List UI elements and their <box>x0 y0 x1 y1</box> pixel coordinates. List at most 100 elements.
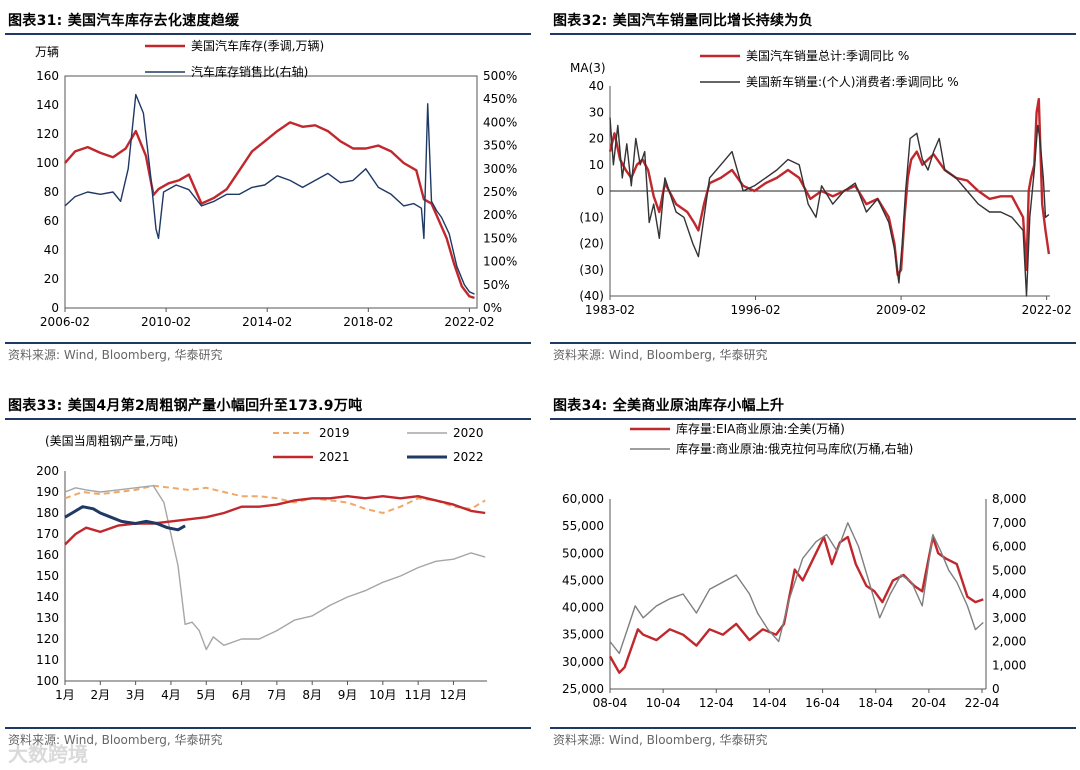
y2-tick-label: 3,000 <box>992 611 1026 625</box>
y-tick-label: 60 <box>44 214 59 228</box>
unit-label: MA(3) <box>570 61 606 75</box>
y-tick-label: (40) <box>579 289 604 303</box>
y2-tick-label: 0% <box>483 301 502 315</box>
chart-crude-oil-inventory: 25,000 30,000 35,000 40,000 45,000 50,000 55,0… <box>562 421 1026 710</box>
y2-tick-label: 4,000 <box>992 587 1026 601</box>
x-tick-label: 2006-02 <box>40 315 90 329</box>
chart-panel-34: 图表34: 全美商业原油库存小幅上升 25,000 30,000 35,000 40,… <box>550 385 1080 765</box>
legend-label: 库存量:EIA商业原油:全美(万桶) <box>676 421 845 436</box>
legend-label: 2020 <box>453 426 484 440</box>
y-tick-label: 25,000 <box>562 682 604 696</box>
y-tick-label: 110 <box>36 653 59 667</box>
y-tick-label: 100 <box>36 156 59 170</box>
x-tick-label: 14-04 <box>752 696 787 710</box>
x-tick-label: 16-04 <box>805 696 840 710</box>
x-tick-label: 18-04 <box>858 696 893 710</box>
source-divider <box>550 342 1076 344</box>
chart-panel-31: 图表31: 美国汽车库存去化速度趋缓 0 20 40 60 80 100 120 140 160… <box>5 0 535 380</box>
y-tick-label: 100 <box>36 674 59 688</box>
y-tick-label: 160 <box>36 548 59 562</box>
x-tick-label: 3月 <box>126 688 146 702</box>
y-tick-label: 45,000 <box>562 573 604 587</box>
series-line-3 <box>64 505 186 532</box>
x-tick-label: 2022-02 <box>444 315 494 329</box>
y-tick-label: 40 <box>589 79 604 93</box>
chart-panel-33: 图表33: 美国4月第2周粗钢产量小幅回升至173.9万吨 100 110 120 1… <box>5 385 535 765</box>
unit-label: 万辆 <box>35 45 59 59</box>
legend-label: 美国新车销量:(个人)消费者:季调同比 % <box>746 74 959 89</box>
y-tick-label: 120 <box>36 632 59 646</box>
x-tick-label: 1月 <box>55 688 75 702</box>
title-divider <box>5 33 531 35</box>
x-tick-label: 2010-02 <box>141 315 191 329</box>
x-tick-label: 22-04 <box>965 696 1000 710</box>
y-tick-label: 160 <box>36 69 59 83</box>
y-tick-label: 60,000 <box>562 492 604 506</box>
x-tick-label: 2014-02 <box>242 315 292 329</box>
y2-tick-label: 350% <box>483 139 517 153</box>
x-tick-label: 2009-02 <box>876 303 926 317</box>
y2-tick-label: 500% <box>483 69 517 83</box>
legend-label: 2019 <box>319 426 350 440</box>
source-note: 资料来源: Wind, Bloomberg, 华泰研究 <box>553 348 768 362</box>
y-tick-label: 170 <box>36 527 59 541</box>
x-tick-label: 12-04 <box>699 696 734 710</box>
y2-tick-label: 2,000 <box>992 635 1026 649</box>
series-line-0 <box>608 535 984 674</box>
x-tick-label: 8月 <box>302 688 322 702</box>
chart-title: 图表32: 美国汽车销量同比增长持续为负 <box>553 13 813 29</box>
y-tick-label: (30) <box>579 263 604 277</box>
y2-tick-label: 100% <box>483 255 517 269</box>
y-tick-label: 140 <box>36 590 59 604</box>
chart-title: 图表31: 美国汽车库存去化速度趋缓 <box>8 13 240 29</box>
x-tick-label: 7月 <box>267 688 287 702</box>
source-divider <box>5 342 531 344</box>
source-divider <box>5 727 531 729</box>
y2-tick-label: 300% <box>483 162 517 176</box>
x-tick-label: 9月 <box>338 688 358 702</box>
x-tick-label: 10月 <box>369 688 396 702</box>
source-note: 资料来源: Wind, Bloomberg, 华泰研究 <box>553 733 768 747</box>
x-tick-label: 20-04 <box>911 696 946 710</box>
source-divider <box>550 727 1076 729</box>
y2-tick-label: 50% <box>483 278 510 292</box>
y2-tick-label: 6,000 <box>992 540 1026 554</box>
y-tick-label: 80 <box>44 185 59 199</box>
x-tick-label: 08-04 <box>593 696 628 710</box>
y2-tick-label: 5,000 <box>992 563 1026 577</box>
y-tick-label: 150 <box>36 569 59 583</box>
y2-tick-label: 0 <box>992 682 1000 696</box>
source-note: 资料来源: Wind, Bloomberg, 华泰研究 <box>8 348 223 362</box>
x-tick-label: 10-04 <box>646 696 681 710</box>
y-tick-label: 10 <box>589 158 604 172</box>
series-line-1 <box>64 485 486 651</box>
plot-frame <box>64 75 478 309</box>
y2-tick-label: 450% <box>483 92 517 106</box>
y-tick-label: (20) <box>579 237 604 251</box>
series-line-2 <box>64 495 486 546</box>
legend-label: 库存量:商业原油:俄克拉何马库欣(万桶,右轴) <box>676 441 913 456</box>
chart-vehicle-sales-yoy: (40) (30) (20) (10) 0 10 20 30 40 1983-02 1996-02 2… <box>570 48 1072 317</box>
y2-tick-label: 1,000 <box>992 658 1026 672</box>
y-tick-label: 140 <box>36 98 59 112</box>
y-tick-label: 40,000 <box>562 601 604 615</box>
series-line-0 <box>64 121 475 300</box>
y-tick-label: 40 <box>44 243 59 257</box>
y-tick-label: 30 <box>589 105 604 119</box>
y-tick-label: 20 <box>44 272 59 286</box>
y2-tick-label: 150% <box>483 231 517 245</box>
y-tick-label: 120 <box>36 127 59 141</box>
y-tick-label: 20 <box>589 132 604 146</box>
y2-tick-label: 250% <box>483 185 517 199</box>
watermark: 大数跨境 <box>8 742 88 766</box>
y-tick-label: 30,000 <box>562 655 604 669</box>
source-note: 资料来源: Wind, Bloomberg, 华泰研究 <box>8 733 223 747</box>
y-tick-label: 0 <box>51 301 59 315</box>
y2-tick-label: 200% <box>483 208 517 222</box>
title-divider <box>550 33 1076 35</box>
legend-label: 2022 <box>453 450 484 464</box>
x-tick-label: 2018-02 <box>343 315 393 329</box>
series-line-1 <box>609 522 984 655</box>
x-tick-label: 1996-02 <box>730 303 780 317</box>
y-tick-label: (10) <box>579 210 604 224</box>
